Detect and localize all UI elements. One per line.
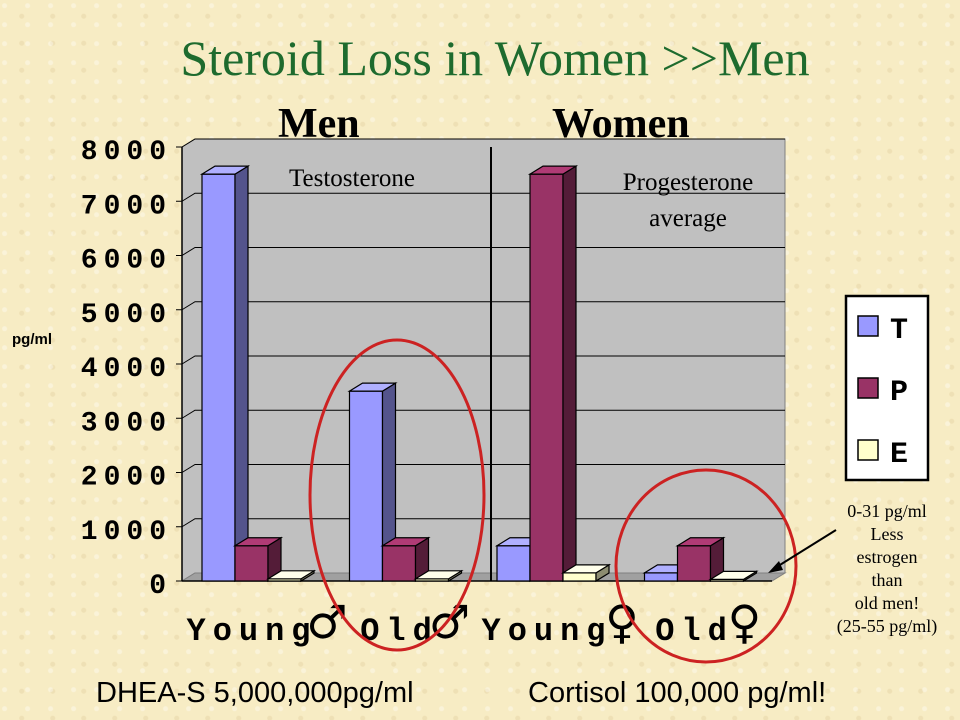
y-tick-label: 4000 bbox=[81, 354, 172, 385]
bar-side-p bbox=[562, 165, 577, 583]
gridline bbox=[181, 409, 785, 419]
y-tick-label: 6000 bbox=[81, 246, 172, 277]
estrogen-note-line: than bbox=[871, 570, 903, 590]
chart-legend: TPE bbox=[844, 294, 930, 482]
bar-e bbox=[562, 572, 597, 582]
bar-t bbox=[496, 545, 531, 582]
gridline bbox=[181, 518, 785, 528]
gender-symbol-icon: ♂ bbox=[429, 595, 470, 649]
y-axis-label: pg/ml bbox=[12, 331, 52, 348]
bar-top-p bbox=[527, 165, 579, 175]
bar-top-t bbox=[347, 382, 398, 392]
bar-top-p bbox=[675, 537, 726, 547]
arrow-head-icon bbox=[768, 561, 783, 573]
legend-swatch-t bbox=[857, 315, 879, 337]
y-tick-label: 5000 bbox=[81, 300, 172, 331]
slide-title: Steroid Loss in Women >>Men bbox=[180, 30, 810, 86]
estrogen-note-line: estrogen bbox=[856, 547, 918, 567]
estrogen-note-line: 0-31 pg/ml bbox=[847, 501, 927, 521]
bar-top-t bbox=[199, 165, 251, 175]
legend-label: P bbox=[890, 376, 908, 410]
y-tick-label: 2000 bbox=[81, 463, 172, 494]
footer-cortisol: Cortisol 100,000 pg/ml! bbox=[528, 677, 827, 709]
bar-p bbox=[676, 545, 712, 582]
y-tick-label: 8000 bbox=[81, 137, 172, 168]
highlight-ellipse-old-women bbox=[614, 468, 798, 664]
legend-label: E bbox=[890, 438, 908, 472]
estrogen-note-line: (25-55 pg/ml) bbox=[836, 616, 938, 636]
gridline bbox=[181, 138, 785, 148]
bar-p bbox=[381, 545, 417, 582]
y-tick-label: 1000 bbox=[81, 517, 172, 548]
legend-swatch-p bbox=[857, 377, 879, 399]
highlight-ellipse-old-men bbox=[308, 338, 486, 652]
bar-t bbox=[201, 173, 236, 582]
bar-top-e bbox=[265, 570, 317, 580]
bar-t bbox=[643, 572, 679, 582]
gender-symbol-icon: ♂ bbox=[306, 595, 347, 649]
gridline bbox=[181, 247, 785, 256]
arrow-line bbox=[774, 529, 837, 569]
bar-p bbox=[529, 173, 564, 582]
x-category-label: Old bbox=[655, 613, 734, 650]
progesterone-annotation: Progesterone bbox=[623, 169, 754, 196]
bar-top-e bbox=[708, 570, 759, 580]
bar-p bbox=[234, 545, 269, 582]
y-tick-label: 0 bbox=[149, 571, 172, 602]
legend-label: T bbox=[890, 314, 908, 348]
bar-top-p bbox=[380, 537, 431, 547]
y-tick-label: 3000 bbox=[81, 408, 172, 439]
y-tick-label: 7000 bbox=[81, 191, 172, 222]
bar-t bbox=[348, 390, 384, 582]
gridline bbox=[181, 464, 785, 473]
bar-top-p bbox=[232, 537, 284, 547]
estrogen-note-line: Less bbox=[870, 524, 904, 544]
testosterone-annotation: Testosterone bbox=[289, 165, 415, 192]
x-category-label: Young bbox=[186, 613, 317, 650]
bar-top-e bbox=[560, 564, 612, 574]
footer-dhea: DHEA-S 5,000,000pg/ml bbox=[96, 677, 414, 709]
gridline bbox=[181, 192, 785, 202]
estrogen-note-line: old men! bbox=[854, 593, 920, 613]
gender-symbol-icon: ♀ bbox=[728, 595, 762, 649]
gridline bbox=[181, 355, 785, 365]
estrogen-note: 0-31 pg/ml Less estrogen than old men! (… bbox=[812, 500, 960, 638]
progesterone-annotation: average bbox=[649, 205, 727, 232]
x-category-label: Young bbox=[481, 613, 612, 650]
bar-side-t bbox=[234, 165, 249, 583]
bar-top-e bbox=[413, 570, 464, 580]
gridline bbox=[181, 301, 785, 311]
legend-swatch-e bbox=[857, 439, 879, 461]
